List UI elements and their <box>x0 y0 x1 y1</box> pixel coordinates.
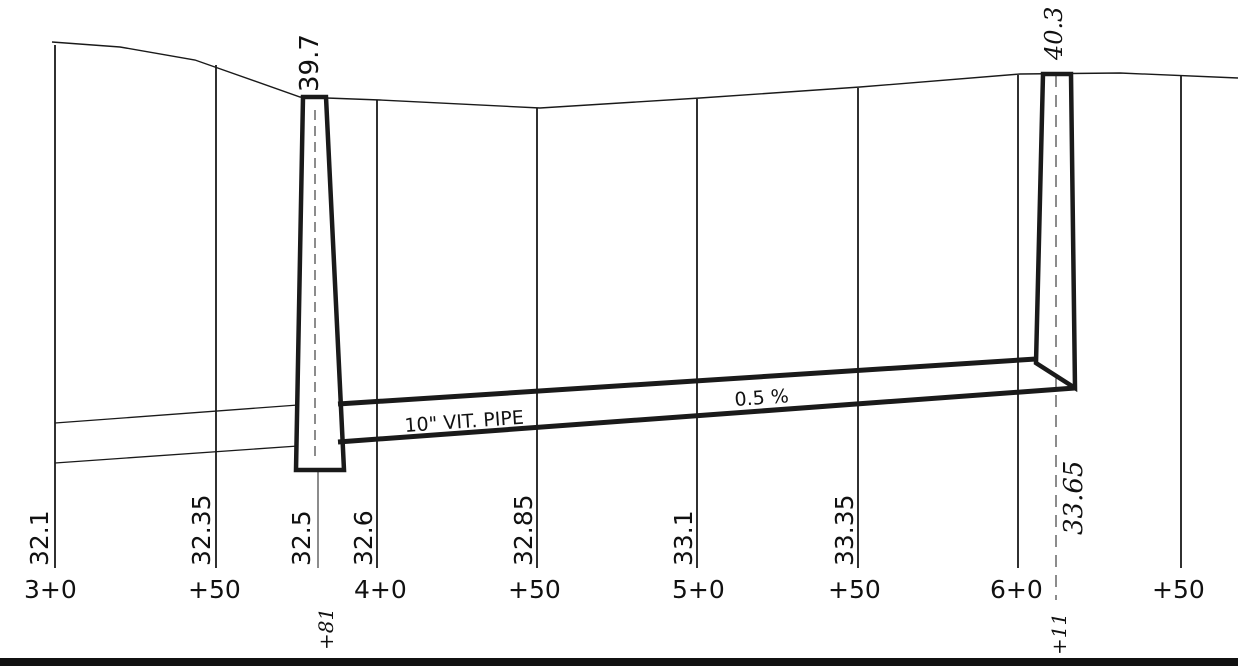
rim-elevation-left: 39.7 <box>295 34 325 92</box>
slope-label: 0.5 % <box>734 385 790 411</box>
grade-elevation: 32.5 <box>287 510 316 566</box>
grade-elevation: 32.35 <box>187 494 216 566</box>
grade-elevation: 33.35 <box>830 494 859 566</box>
station-offset-left: +81 <box>314 608 338 650</box>
grade-elevation: 32.6 <box>349 510 378 566</box>
sheet-border-band <box>0 658 1238 666</box>
grade-elevation: 33.1 <box>669 510 698 566</box>
station-grid <box>54 45 1182 568</box>
station-labels: 3+0 +50 4+0 +50 5+0 +50 6+0 +50 <box>24 575 1205 604</box>
manhole-right <box>1033 71 1078 393</box>
station-label: 6+0 <box>990 575 1043 604</box>
station-label: 3+0 <box>24 575 77 604</box>
station-label: +50 <box>188 575 241 604</box>
station-label: 4+0 <box>354 575 407 604</box>
station-offset-right: +11 <box>1047 613 1071 655</box>
grade-elevations: 32.1 32.35 32.5 32.6 32.85 33.1 33.35 <box>25 494 859 566</box>
invert-note: 33.65 <box>1059 461 1089 535</box>
station-label: +50 <box>508 575 561 604</box>
vit-pipe-run <box>337 356 1076 445</box>
incoming-pipe <box>54 404 299 464</box>
manhole-left <box>293 94 347 473</box>
rim-elevation-right: 40.3 <box>1040 7 1068 61</box>
pipe-label: 10" VIT. PIPE <box>404 407 525 437</box>
station-label: 5+0 <box>672 575 725 604</box>
grade-elevation: 32.1 <box>25 510 54 566</box>
station-label: +50 <box>1152 575 1205 604</box>
grade-elevation: 32.85 <box>509 494 538 566</box>
station-label: +50 <box>828 575 881 604</box>
